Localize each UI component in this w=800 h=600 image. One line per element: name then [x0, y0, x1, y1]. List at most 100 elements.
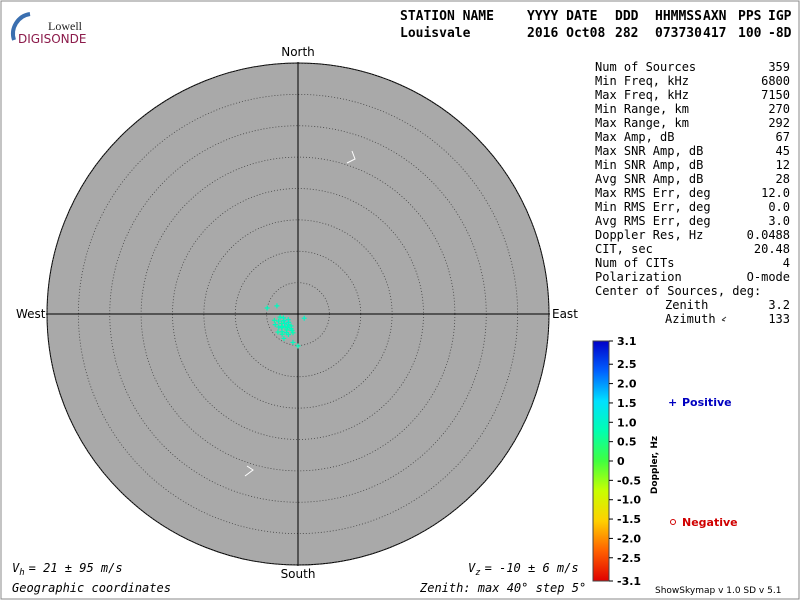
stat-label: Max SNR Amp, dB	[595, 144, 703, 158]
stat-value: 67	[776, 130, 790, 144]
source-point	[264, 305, 270, 311]
source-point	[272, 322, 278, 328]
colorbar-tick-label: -2.5	[617, 552, 641, 565]
header-value: 282	[615, 26, 638, 41]
source-point	[301, 315, 307, 321]
header-label: HHMMSS	[655, 9, 702, 24]
source-point	[271, 317, 277, 323]
colorbar-tick-label: -1.5	[617, 513, 641, 526]
colorbar-tick-label: 1.0	[617, 416, 637, 429]
stat-value: 7150	[761, 88, 790, 102]
footer: Vh = 21 ± 95 m/s Vz = -10 ± 6 m/s Geograph…	[12, 561, 586, 595]
stat-value: 4	[783, 256, 790, 270]
header-label: DDD	[615, 9, 639, 24]
stat-value: 0.0	[768, 200, 790, 214]
colorbar-scale	[592, 340, 610, 582]
stat-value: 359	[768, 60, 790, 74]
source-point	[285, 322, 291, 328]
vz-sub: z	[475, 568, 480, 578]
center-title: Center of Sources, deg:	[595, 284, 761, 298]
source-point	[283, 330, 289, 336]
stat-value: O-mode	[747, 270, 790, 284]
colorbar-tick-label: 0.5	[617, 436, 637, 449]
stat-label: Num of CITs	[595, 256, 674, 270]
colorbar-tick-label: -3.1	[617, 575, 641, 588]
logo-bottom: DIGISONDE	[18, 32, 86, 46]
tick-sw	[244, 465, 254, 477]
stat-label: Num of Sources	[595, 60, 696, 74]
vh-sub: h	[19, 568, 24, 578]
stat-value: 12	[776, 158, 790, 172]
direction-label: East	[552, 307, 578, 321]
header-label: AXN	[703, 9, 727, 24]
stat-label: Min RMS Err, deg	[595, 200, 711, 214]
legend-positive: Positive	[682, 396, 732, 409]
source-point	[280, 315, 286, 321]
stat-label: Max Range, km	[595, 116, 689, 130]
vh-text: = 21 ± 95 m/s	[29, 561, 123, 575]
stat-label: Avg RMS Err, deg	[595, 214, 711, 228]
stat-label: Min SNR Amp, dB	[595, 158, 703, 172]
center-value: 3.2	[768, 298, 790, 312]
header-value: 100	[738, 26, 762, 41]
vz: Vz = -10 ± 6 m/s	[468, 561, 579, 578]
version: ShowSkymap v 1.0 SD v 5.1	[655, 586, 781, 596]
positive-marker: +	[668, 396, 677, 409]
stat-label: Min Range, km	[595, 102, 689, 116]
header-value: Louisvale	[400, 26, 471, 41]
center-label: Zenith	[665, 298, 708, 312]
colorbar-tick-label: -1.0	[617, 494, 641, 507]
source-point	[276, 324, 282, 330]
colorbar-label: Doppler, Hz	[650, 436, 660, 494]
logo: Lowell DIGISONDE	[11, 12, 86, 46]
vh-symbol: V	[12, 561, 20, 575]
source-point	[288, 326, 294, 332]
header-value: 073730	[655, 26, 702, 41]
source-point	[275, 329, 281, 335]
coords: Geographic coordinates	[12, 581, 171, 595]
center-label: Azimuth	[665, 312, 716, 326]
stat-value: 45	[776, 144, 790, 158]
stat-value: 6800	[761, 74, 790, 88]
stat-label: CIT, sec	[595, 242, 653, 256]
stat-label: Polarization	[595, 270, 682, 284]
colorbar: 3.1 2.5 2.0 1.5 1.0 0.5 0 -0.5 -1.0 -1.5 -2.0 -2.5 -…	[592, 335, 660, 588]
header-value: 417	[703, 26, 726, 41]
stat-value: 0.0488	[747, 228, 790, 242]
logo-top: Lowell	[48, 19, 83, 33]
header-value: -8D	[768, 26, 792, 41]
source-point	[290, 330, 296, 336]
source-point	[285, 317, 291, 323]
source-point	[290, 339, 296, 345]
legend-negative: Negative	[682, 516, 738, 529]
stat-value: 270	[768, 102, 790, 116]
source-point	[285, 324, 291, 330]
legend: + Positive Negative	[668, 396, 738, 529]
header-label: YYYY DATE	[527, 9, 597, 24]
negative-marker	[670, 519, 676, 525]
stat-value: 3.0	[768, 214, 790, 228]
colorbar-tick-label: 1.5	[617, 397, 637, 410]
header-label: STATION NAME	[400, 9, 494, 24]
colorbar-tick-label: -2.0	[617, 532, 641, 545]
zenith-note: Zenith: max 40° step 5°	[419, 581, 586, 595]
stats-table: Num of Sources 359 Min Freq, kHz 6800 Max Fr…	[595, 60, 790, 326]
header: STATION NAME Louisvale YYYY DATE 2016 Oct08…	[400, 9, 792, 41]
stat-label: Doppler Res, Hz	[595, 228, 703, 242]
stat-label: Max RMS Err, deg	[595, 186, 711, 200]
header-label: IGP	[768, 9, 792, 24]
colorbar-tick-label: 3.1	[617, 335, 637, 348]
tick-ne	[346, 150, 356, 164]
colorbar-tick-label: -0.5	[617, 474, 641, 487]
vz-text: = -10 ± 6 m/s	[485, 561, 579, 575]
stat-value: 28	[776, 172, 790, 186]
direction-label: West	[16, 307, 46, 321]
direction-label: North	[281, 45, 315, 59]
stat-label: Max Freq, kHz	[595, 88, 689, 102]
logo-arc	[11, 12, 31, 41]
source-point	[281, 335, 287, 341]
source-point	[277, 314, 283, 320]
header-label: PPS	[738, 9, 762, 24]
polar-plot: North South West East	[16, 45, 578, 581]
